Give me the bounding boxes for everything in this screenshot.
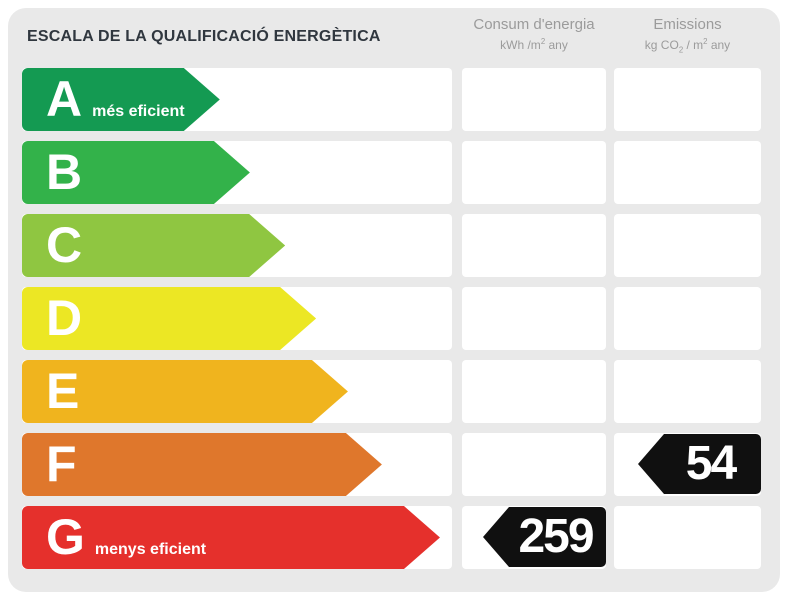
consum-value-marker: 259 [483, 507, 606, 567]
emissions-header-title: Emissions [653, 16, 722, 33]
grade-note: menys eficient [94, 541, 207, 558]
grade-letter: E [46, 363, 80, 419]
page-title: ESCALA DE LA QUALIFICACIÓ ENERGÈTICA [27, 28, 381, 45]
emissions-value-cell [614, 141, 761, 204]
scale-cell: F [22, 433, 452, 496]
emissions-header-unit: kg CO2 / m2 any [644, 37, 731, 55]
consum-value: 259 [518, 510, 594, 563]
emissions-value-cell [614, 506, 761, 569]
grade-note: més eficient [92, 103, 185, 120]
consum-value-cell [462, 360, 606, 423]
rating-row-d: D [22, 287, 761, 350]
consum-header-unit: kWh /m2 any [500, 37, 568, 52]
rating-arrow-c: C [22, 214, 285, 277]
emissions-value: 54 [685, 437, 737, 490]
grade-letter: A [46, 71, 83, 127]
consum-value-cell [462, 287, 606, 350]
emissions-value-cell [614, 287, 761, 350]
scale-cell: C [22, 214, 452, 277]
emissions-value-cell [614, 68, 761, 131]
consum-value-cell [462, 433, 606, 496]
grade-letter: B [46, 144, 83, 200]
rating-row-b: B [22, 141, 761, 204]
emissions-value-cell [614, 360, 761, 423]
rating-arrow-f: F [22, 433, 382, 496]
rating-row-e: E [22, 360, 761, 423]
emissions-value-cell [614, 214, 761, 277]
scale-cell: B [22, 141, 452, 204]
consum-value-cell [462, 141, 606, 204]
rating-row-f: F 54 [22, 433, 761, 496]
consum-value-cell: 259 [462, 506, 606, 569]
emissions-value-marker: 54 [638, 434, 761, 494]
rating-arrow-d: D [22, 287, 316, 350]
scale-cell: E [22, 360, 452, 423]
scale-cell: D [22, 287, 452, 350]
grade-letter: F [46, 436, 77, 492]
energy-label-panel: ESCALA DE LA QUALIFICACIÓ ENERGÈTICA Con… [8, 8, 780, 592]
consum-header-title: Consum d'energia [473, 16, 595, 33]
grade-letter: C [46, 217, 83, 273]
grade-letter: G [46, 509, 85, 565]
consum-value-cell [462, 214, 606, 277]
consum-value-cell [462, 68, 606, 131]
rating-arrow-e: E [22, 360, 348, 423]
emissions-value-cell: 54 [614, 433, 761, 496]
rating-row-c: C [22, 214, 761, 277]
emissions-column-header: Emissions kg CO2 / m2 any [614, 16, 761, 54]
consum-column-header: Consum d'energia kWh /m2 any [462, 16, 606, 52]
rating-arrow-b: B [22, 141, 250, 204]
grade-letter: D [46, 290, 83, 346]
